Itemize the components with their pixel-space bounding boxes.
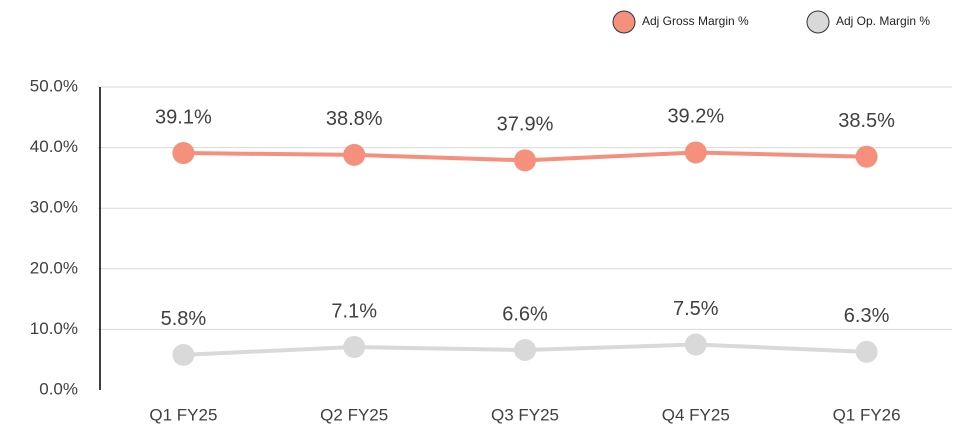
data-point (855, 145, 878, 168)
data-label: 7.1% (331, 300, 377, 322)
data-point (343, 143, 366, 166)
data-label: 38.5% (838, 110, 895, 132)
data-label: 7.5% (673, 298, 719, 320)
data-label: 6.6% (502, 303, 548, 325)
x-tick-label: Q2 FY25 (320, 405, 388, 424)
x-tick-label: Q1 FY25 (149, 405, 217, 424)
data-point (684, 333, 707, 356)
data-label: 38.8% (326, 108, 383, 130)
data-point (172, 142, 195, 165)
data-point (172, 343, 195, 366)
legend-label: Adj Gross Margin % (642, 14, 749, 28)
data-label: 39.1% (155, 106, 212, 128)
data-point (514, 149, 536, 172)
data-label: 5.8% (161, 308, 207, 330)
x-tick-label: Q1 FY26 (833, 405, 901, 424)
y-tick-label: 0.0% (39, 379, 78, 398)
data-label: 6.3% (844, 305, 890, 327)
y-tick-label: 40.0% (30, 137, 78, 156)
y-tick-label: 10.0% (30, 319, 78, 338)
y-tick-label: 20.0% (30, 258, 78, 277)
legend-marker (806, 10, 830, 34)
legend-marker (612, 10, 636, 34)
y-tick-label: 50.0% (30, 76, 78, 95)
legend-label: Adj Op. Margin % (836, 14, 930, 28)
y-tick-label: 30.0% (30, 198, 78, 217)
data-point (855, 340, 878, 363)
data-label: 39.2% (667, 106, 724, 128)
data-label: 37.9% (497, 114, 554, 136)
data-point (684, 141, 707, 164)
data-point (343, 335, 366, 358)
data-point (514, 339, 536, 362)
x-tick-label: Q4 FY25 (662, 405, 730, 424)
x-tick-label: Q3 FY25 (491, 405, 559, 424)
